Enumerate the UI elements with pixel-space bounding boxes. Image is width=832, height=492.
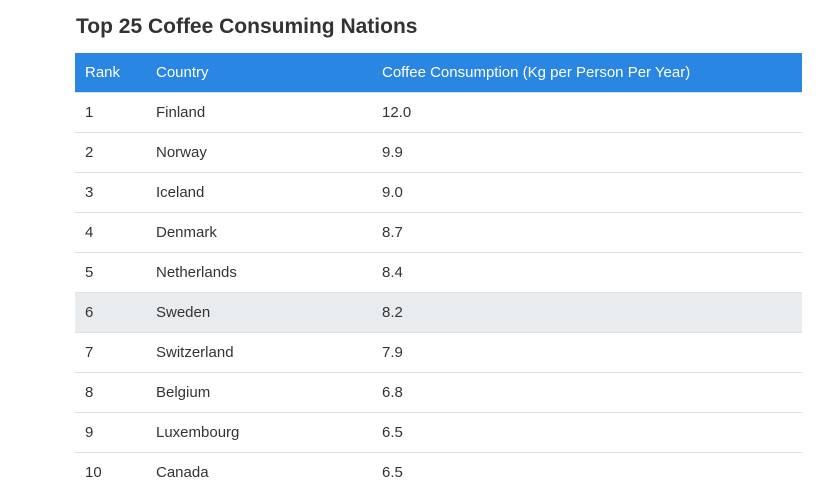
country-cell: Iceland <box>156 173 382 213</box>
rank-cell: 1 <box>75 93 156 133</box>
country-cell: Denmark <box>156 213 382 253</box>
country-cell: Finland <box>156 93 382 133</box>
rank-cell: 8 <box>75 373 156 413</box>
consumption-cell: 8.2 <box>382 293 802 333</box>
consumption-cell: 6.5 <box>382 413 802 453</box>
consumption-cell: 12.0 <box>382 93 802 133</box>
rank-cell: 4 <box>75 213 156 253</box>
country-cell: Belgium <box>156 373 382 413</box>
rank-cell: 5 <box>75 253 156 293</box>
rank-cell: 2 <box>75 133 156 173</box>
rank-cell: 7 <box>75 333 156 373</box>
consumption-cell: 8.7 <box>382 213 802 253</box>
header-cell: Coffee Consumption (Kg per Person Per Ye… <box>382 53 802 93</box>
country-cell: Canada <box>156 453 382 492</box>
consumption-cell: 7.9 <box>382 333 802 373</box>
rank-cell: 9 <box>75 413 156 453</box>
rank-cell: 6 <box>75 293 156 333</box>
rank-cell: 10 <box>75 453 156 492</box>
country-cell: Switzerland <box>156 333 382 373</box>
page-title: Top 25 Coffee Consuming Nations <box>76 15 417 39</box>
rank-cell: 3 <box>75 173 156 213</box>
country-cell: Luxembourg <box>156 413 382 453</box>
consumption-cell: 6.5 <box>382 453 802 492</box>
header-cell: Country <box>156 53 382 93</box>
header-cell: Rank <box>75 53 156 93</box>
consumption-cell: 9.0 <box>382 173 802 213</box>
consumption-cell: 9.9 <box>382 133 802 173</box>
country-cell: Sweden <box>156 293 382 333</box>
country-cell: Norway <box>156 133 382 173</box>
consumption-cell: 8.4 <box>382 253 802 293</box>
country-cell: Netherlands <box>156 253 382 293</box>
consumption-cell: 6.8 <box>382 373 802 413</box>
